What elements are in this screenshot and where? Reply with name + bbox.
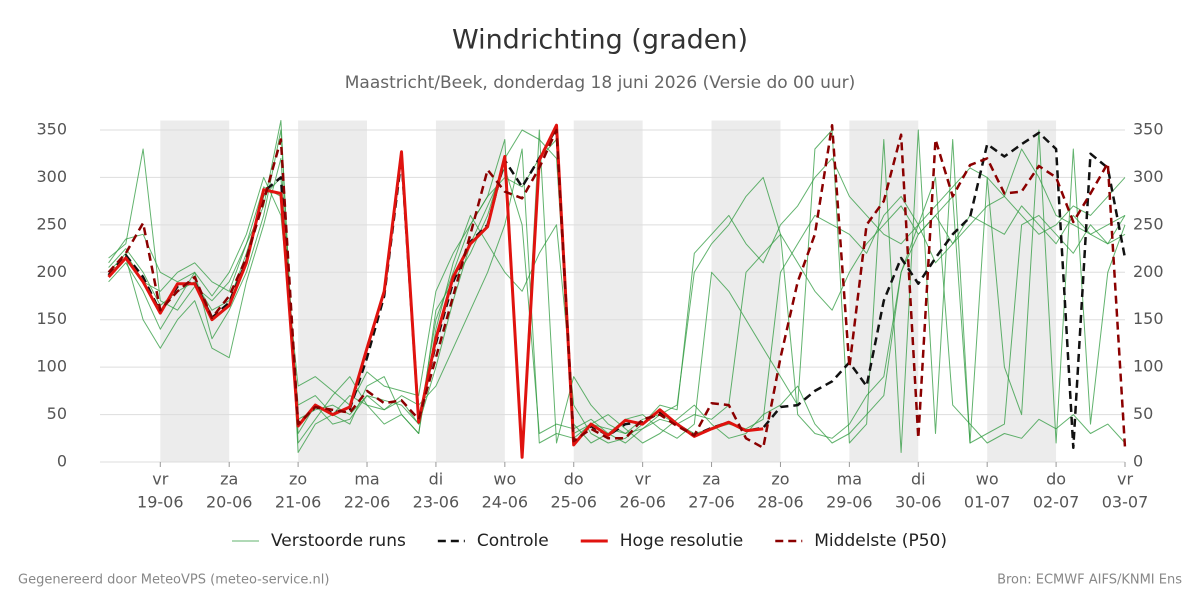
x-tick-day: ma — [837, 470, 862, 489]
x-tick-date: 22-06 — [344, 493, 391, 512]
y-tick-label: 350 — [36, 119, 67, 138]
x-tick-date: 30-06 — [895, 493, 942, 512]
x-tick-day: zo — [289, 470, 307, 489]
x-tick-date: 23-06 — [413, 493, 460, 512]
y-tick-label: 150 — [36, 309, 67, 328]
day-band — [849, 120, 919, 462]
ensemble-run — [108, 129, 1126, 444]
x-tick-day: wo — [493, 470, 516, 489]
legend-label: Middelste (P50) — [814, 531, 947, 551]
y-tick-label: 250 — [36, 214, 67, 233]
footer-left: Gegenereerd door MeteoVPS (meteo-service… — [18, 573, 329, 588]
day-band — [573, 120, 643, 462]
legend-label: Verstoorde runs — [271, 531, 406, 551]
x-tick-day: di — [911, 470, 926, 489]
series-line — [107, 123, 1127, 450]
series-line — [107, 123, 764, 459]
x-tick-day: do — [564, 470, 584, 489]
y-tick-label: 50 — [47, 404, 67, 423]
y2-tick-label: 200 — [1133, 262, 1164, 281]
x-tick-date: 25-06 — [550, 493, 597, 512]
x-tick-date: 26-06 — [619, 493, 666, 512]
axes: 0 0 50 50 100 100 150 150 200 200 250 250 300 300 350 3… — [36, 119, 1163, 511]
x-tick-date: 19-06 — [137, 493, 184, 512]
x-tick-day: ma — [354, 470, 379, 489]
y2-tick-label: 100 — [1133, 357, 1164, 376]
x-tick-day: zo — [771, 470, 789, 489]
chart-title: Windrichting (graden) — [452, 25, 748, 56]
x-tick-day: vr — [152, 470, 168, 489]
x-tick-date: 24-06 — [482, 493, 529, 512]
x-tick-day: za — [220, 470, 238, 489]
y-tick-label: 200 — [36, 262, 67, 281]
x-tick-day: za — [702, 470, 720, 489]
x-tick-date: 01-07 — [964, 493, 1011, 512]
footer-right: Bron: ECMWF AIFS/KNMI Ens — [997, 573, 1182, 588]
y2-tick-label: 300 — [1133, 167, 1164, 186]
chart-subtitle: Maastricht/Beek, donderdag 18 juni 2026 … — [345, 73, 856, 93]
legend-label: Controle — [477, 531, 549, 551]
legend: Verstoorde runs Controle Hoge resolutie Mid… — [232, 531, 947, 551]
legend-label: Hoge resolutie — [620, 531, 744, 551]
y2-tick-label: 150 — [1133, 309, 1164, 328]
x-tick-date: 29-06 — [826, 493, 873, 512]
x-tick-date: 27-06 — [688, 493, 735, 512]
y2-tick-label: 50 — [1133, 404, 1153, 423]
x-tick-day: di — [429, 470, 444, 489]
x-tick-day: vr — [635, 470, 651, 489]
y-tick-label: 300 — [36, 167, 67, 186]
x-tick-date: 20-06 — [206, 493, 253, 512]
x-tick-date: 03-07 — [1102, 493, 1149, 512]
lines — [107, 120, 1127, 459]
y2-tick-label: 350 — [1133, 119, 1164, 138]
x-tick-day: vr — [1117, 470, 1133, 489]
y-tick-label: 0 — [57, 452, 67, 471]
y2-tick-label: 250 — [1133, 214, 1164, 233]
x-tick-day: do — [1046, 470, 1066, 489]
x-tick-date: 28-06 — [757, 493, 804, 512]
x-tick-date: 21-06 — [275, 493, 322, 512]
y2-tick-label: 0 — [1133, 452, 1143, 471]
x-tick-day: wo — [976, 470, 999, 489]
y-tick-label: 100 — [36, 357, 67, 376]
day-band — [160, 120, 230, 462]
x-tick-date: 02-07 — [1033, 493, 1080, 512]
